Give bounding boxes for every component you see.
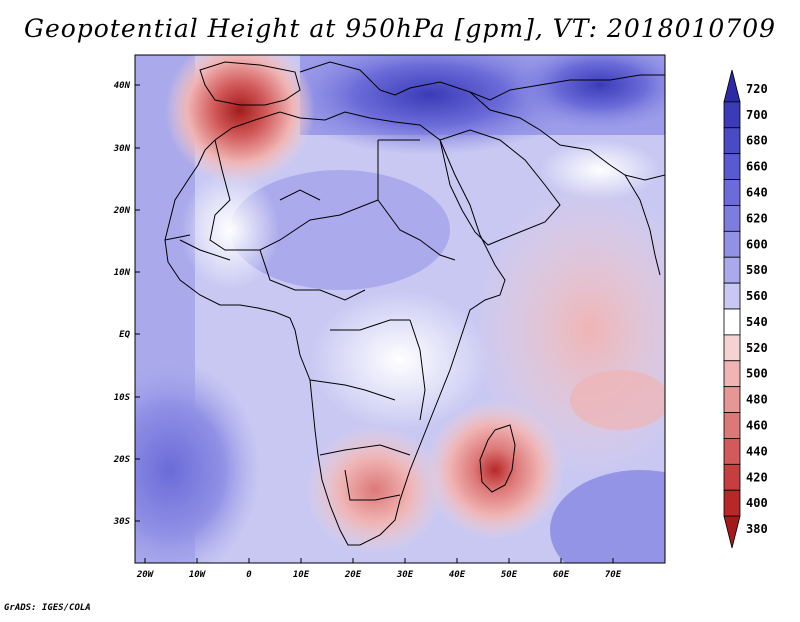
lon-label: 70E	[605, 570, 622, 580]
colorbar-label: 700	[746, 108, 768, 122]
coastlines	[164, 61, 665, 546]
lon-label: 40E	[449, 570, 466, 580]
colorbar-label: 420	[746, 470, 768, 484]
colorbar-swatch	[723, 69, 741, 103]
colorbar-label: 600	[746, 237, 768, 251]
colorbar-label: 720	[746, 82, 768, 96]
colorbar-label: 440	[746, 444, 768, 458]
lat-axis: 40N 30N 20N 10N EQ 10S 20S 30S	[113, 81, 140, 527]
colorbar-label: 560	[746, 289, 768, 303]
lat-label: 20N	[113, 206, 131, 216]
lat-label: 20S	[113, 455, 131, 465]
lon-label: 20E	[344, 570, 362, 580]
lon-label: 30E	[396, 570, 414, 580]
colorbar-swatch	[723, 334, 741, 362]
lat-label: 30N	[113, 144, 131, 154]
colorbar-label: 620	[746, 211, 768, 225]
colorbar-swatch	[723, 463, 741, 491]
colorbar-swatch	[723, 230, 741, 258]
lat-label: 30S	[113, 517, 131, 527]
colorbar-label: 460	[746, 419, 768, 433]
lon-label: 60E	[553, 570, 570, 580]
colorbar-swatch	[723, 205, 741, 232]
colorbar-label: 580	[746, 263, 768, 277]
lat-label: 40N	[114, 81, 131, 91]
colorbar-swatch	[723, 101, 741, 129]
map-frame	[134, 54, 666, 564]
colorbar-swatch	[723, 308, 741, 336]
colorbar-swatch	[723, 282, 741, 310]
colorbar: 720 700 680 660 640 620 600 580 560 540 520 500 480 4…	[723, 69, 768, 549]
colorbar-swatch	[723, 179, 741, 206]
lat-label: 10S	[114, 393, 131, 403]
colorbar-label: 540	[746, 315, 768, 329]
colorbar-swatch	[723, 360, 741, 388]
colorbar-swatch	[723, 438, 741, 465]
lon-label: 50E	[501, 570, 518, 580]
map-title: Geopotential Height at 950hPa [gpm], VT:…	[23, 14, 777, 43]
lon-axis: 20W 10W 0 10E 20E 30E 40E 50E 60E 70E	[136, 558, 622, 580]
colorbar-swatch	[723, 256, 741, 284]
colorbar-swatch	[723, 489, 741, 517]
credit-text: GrADS: IGES/COLA	[4, 603, 91, 613]
colorbar-swatch	[723, 127, 741, 155]
colorbar-swatch	[723, 153, 741, 180]
lat-label: EQ	[119, 330, 130, 340]
colorbar-label: 480	[746, 393, 768, 407]
height-field	[135, 55, 665, 563]
colorbar-label: 640	[746, 186, 768, 200]
colorbar-label: 380	[746, 522, 768, 536]
colorbar-swatch	[723, 412, 741, 439]
lon-label: 20W	[136, 570, 155, 580]
colorbar-label: 500	[746, 367, 768, 381]
colorbar-swatch	[723, 386, 741, 413]
lon-label: 10E	[293, 570, 310, 580]
lon-label: 0	[246, 570, 252, 580]
colorbar-label: 680	[746, 134, 768, 148]
colorbar-swatch	[723, 515, 741, 549]
colorbar-label: 660	[746, 160, 768, 174]
lon-label: 10W	[189, 570, 207, 580]
colorbar-label: 400	[746, 496, 768, 510]
colorbar-label: 520	[746, 341, 768, 355]
lat-label: 10N	[114, 268, 131, 278]
